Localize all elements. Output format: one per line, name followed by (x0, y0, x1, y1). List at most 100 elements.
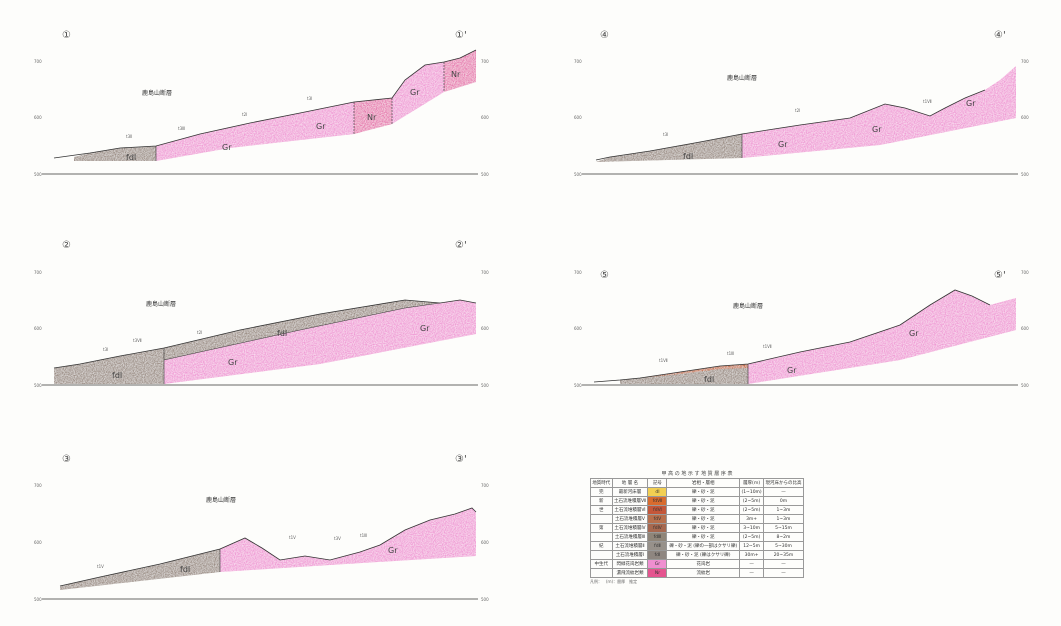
legend-unit-name: 閃緑花崗岩類 (611, 559, 649, 569)
tick-label: 500 (481, 597, 489, 602)
unit-label: Gr (909, 329, 919, 338)
tick-label: 700 (574, 59, 582, 64)
ground-surface (595, 89, 986, 161)
terrace-label: t3Ⅰ (103, 347, 108, 352)
unit-label: fdⅠ (277, 329, 287, 338)
legend-lithology: 花崗岩 (666, 559, 741, 569)
unit-label: fdⅠ (704, 375, 714, 384)
terrace-label: t1Ⅴ (97, 564, 104, 569)
legend-header-row: 地質時代 地 層 名 記号 岩相・層相 層厚(ｍ) 現河床からの比高 (590, 478, 804, 488)
section-1: ① ①' 700 600 500 700 600 500 fdⅠ Gr Gr N… (34, 30, 489, 177)
legend-unit-name: 土石流堆積層Ⅰ (611, 550, 649, 560)
unit-gr (742, 66, 1016, 158)
unit-label: Gr (410, 88, 420, 97)
section-4: ④ ④' 700 600 500 700 600 500 fdⅠ Gr Gr G… (574, 30, 1029, 177)
unit-nr (354, 98, 392, 134)
legend-unit-name: 土石流堆積層Ⅶ (611, 496, 649, 506)
elevation-ticks-right: 700 600 500 (481, 270, 489, 388)
unit-label: Gr (778, 140, 788, 149)
legend-row: 土石流堆積層Ⅴ fdⅤ 礫・砂・泥 3m+ 1~3m (590, 514, 804, 524)
fault-label: 鹿島山断層 (733, 302, 763, 310)
terrace-label: t1Ⅲ (727, 351, 734, 356)
tick-label: 700 (34, 270, 42, 275)
unit-label: fdⅠ (180, 565, 190, 574)
legend-thickness: 3~10m (739, 523, 764, 533)
tick-label: 500 (34, 383, 42, 388)
terrace-label: t1Ⅴ (289, 535, 296, 540)
elevation-ticks-right: 700 600 500 (1021, 59, 1029, 177)
tick-label: 700 (574, 270, 582, 275)
tick-label: 600 (1021, 326, 1029, 331)
legend-era: 中生代 (590, 559, 613, 569)
elevation-ticks-left: 700 600 500 (574, 270, 582, 388)
legend-era: 紀 (590, 541, 613, 551)
elevation-ticks-right: 700 600 500 (481, 59, 489, 177)
legend-table: 地質時代 地 層 名 記号 岩相・層相 層厚(ｍ) 現河床からの比高 完最新河床… (590, 478, 804, 578)
legend-unit-name: 土石流堆積層Ⅱ (611, 541, 649, 551)
legend-thickness: (2~5m) (739, 532, 764, 542)
legend-symbol: fdⅤ (647, 514, 668, 524)
tick-label: 700 (1021, 59, 1029, 64)
legend-era: 完 (590, 487, 613, 497)
ground-surface (53, 299, 477, 369)
legend-era: 第 (590, 523, 613, 533)
legend-relative-height: 1~3m (763, 514, 804, 524)
elevation-ticks-left: 700 600 500 (574, 59, 582, 177)
fault-label: 鹿島山断層 (727, 74, 757, 82)
legend-symbol: fdⅠ (647, 550, 668, 560)
unit-label: Gr (787, 366, 797, 375)
tick-label: 600 (481, 115, 489, 120)
unit-gr (164, 300, 476, 384)
unit-fd (74, 146, 156, 161)
legend-row: 土石流堆積層Ⅰ fdⅠ 礫・砂・泥 (礫はクサリ礫) 30m+ 20~35m (590, 550, 804, 560)
terrace-label: t3Ⅰ (307, 96, 312, 101)
tick-label: 600 (34, 115, 42, 120)
tick-label: 600 (574, 326, 582, 331)
legend-symbol: fdⅡ (647, 541, 668, 551)
section-3: ③ ③' 700 600 500 700 600 500 fdⅠ Gr 鹿島山断… (34, 454, 489, 602)
legend-header: 岩相・層相 (666, 478, 741, 488)
unit-label: fdⅠ (126, 153, 136, 162)
legend-thickness: (2~5m) (739, 496, 764, 506)
legend-title: 甲 高 の 地 示 す 地 質 層 序 表 (661, 471, 733, 477)
legend-era (590, 568, 613, 578)
legend-era: 世 (590, 505, 613, 515)
terrace-label: t3Ⅲ (178, 126, 185, 131)
legend-symbol: Gr (647, 559, 668, 569)
tick-label: 700 (34, 59, 42, 64)
legend-symbol: fdⅥ (647, 505, 668, 515)
legend-lithology: 礫・砂・泥 (666, 532, 741, 542)
legend-symbol: fdⅣ (647, 523, 668, 533)
unit-label: Gr (420, 324, 430, 333)
legend-lithology: 流紋岩 (666, 568, 741, 578)
tick-label: 700 (481, 483, 489, 488)
legend-thickness: (2~5m) (739, 505, 764, 515)
legend-relative-height: 20~35m (763, 550, 804, 560)
legend-thickness: 3m+ (739, 514, 764, 524)
legend-symbol: fdⅦ (647, 496, 668, 506)
terrace-label: t2Ⅰ (242, 112, 247, 117)
legend-unit-name: 最新河床層 (611, 487, 649, 497)
section-5: ⑤ ⑤' 700 600 500 700 600 500 fdⅠ Gr Gr 鹿… (574, 270, 1029, 388)
legend-row: 世土石流堆積層Ⅵ fdⅥ 礫・砂・泥 (2~5m) 1~3m (590, 505, 804, 515)
unit-label: Nr (451, 70, 461, 79)
legend-relative-height: — (763, 568, 804, 578)
legend-relative-height: — (763, 487, 804, 497)
fault-label: 鹿島山断層 (206, 496, 236, 504)
fault-label: 鹿島山断層 (146, 300, 176, 308)
unit-label: Nr (367, 113, 377, 122)
tick-label: 500 (34, 172, 42, 177)
elevation-ticks-left: 700 600 500 (34, 483, 42, 602)
legend-thickness: 30m+ (739, 550, 764, 560)
tick-label: 500 (574, 383, 582, 388)
unit-fd (54, 348, 164, 384)
ground-surface (59, 507, 477, 587)
legend-relative-height: 5~30m (763, 541, 804, 551)
tick-label: 500 (1021, 172, 1029, 177)
legend-header: 現河床からの比高 (763, 478, 804, 488)
elevation-ticks-right: 700 600 500 (481, 483, 489, 602)
unit-gr (748, 290, 1016, 384)
legend-unit-name: 土石流堆積層Ⅲ (611, 532, 649, 542)
legend-row: 新土石流堆積層Ⅶ fdⅦ 礫・砂・泥 (2~5m) 0m (590, 496, 804, 506)
